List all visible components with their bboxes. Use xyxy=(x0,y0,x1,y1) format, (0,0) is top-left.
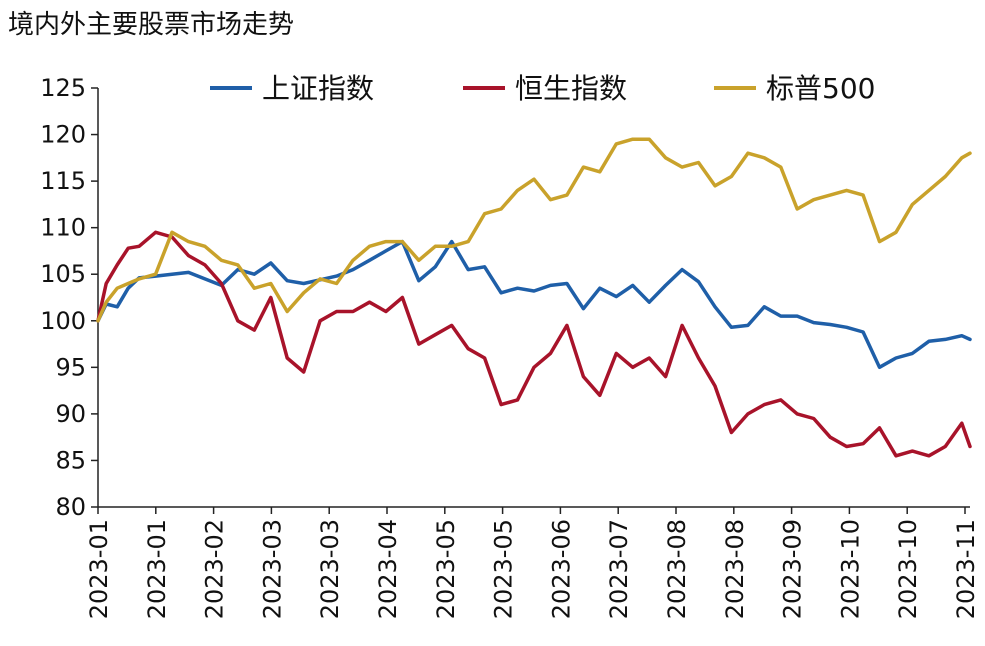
y-tick-label: 95 xyxy=(55,353,86,381)
x-tick-label: 2023-02 xyxy=(201,519,229,619)
legend-label-3: 标普500 xyxy=(766,72,875,105)
x-tick-label: 2023-05 xyxy=(490,519,518,619)
x-tick-label: 2023-03 xyxy=(258,519,286,619)
y-tick-label: 90 xyxy=(55,400,86,428)
x-tick-label: 2023-10 xyxy=(836,519,864,619)
y-axis-ticks: 80 85 90 95 100 105 110 115 120 125 xyxy=(40,74,98,521)
y-tick-label: 110 xyxy=(40,214,86,242)
axes xyxy=(97,88,970,508)
x-tick-label: 2023-06 xyxy=(547,519,575,619)
legend-label-2: 恒生指数 xyxy=(515,72,627,105)
x-tick-label: 2023-01 xyxy=(143,519,171,619)
x-tick-label: 2023-03 xyxy=(316,519,344,619)
y-tick-label: 100 xyxy=(40,307,86,335)
y-tick-label: 80 xyxy=(55,493,86,521)
legend-label-1: 上证指数 xyxy=(262,72,374,105)
y-tick-label: 85 xyxy=(55,446,86,474)
y-tick-label: 115 xyxy=(40,167,86,195)
chart-title: 境内外主要股票市场走势 xyxy=(8,10,295,40)
series-line-1 xyxy=(96,239,972,370)
x-tick-label: 2023-08 xyxy=(721,519,749,619)
x-tick-label: 2023-05 xyxy=(432,519,460,619)
y-tick-label: 125 xyxy=(40,74,86,102)
x-tick-label: 2023-07 xyxy=(605,519,633,619)
series-line-3 xyxy=(96,137,972,323)
y-tick-label: 120 xyxy=(40,121,86,149)
x-tick-label: 2023-01 xyxy=(85,519,113,619)
x-axis-ticks: 2023-01 2023-01 2023-02 2023-03 2023-03 2023-… xyxy=(85,507,980,619)
x-tick-label: 2023-09 xyxy=(779,519,807,619)
series-line-2 xyxy=(96,230,972,458)
series-group xyxy=(96,137,972,458)
y-tick-label: 105 xyxy=(40,260,86,288)
x-tick-label: 2023-11 xyxy=(952,519,980,619)
x-tick-label: 2023-04 xyxy=(374,519,402,619)
x-tick-label: 2023-08 xyxy=(663,519,691,619)
x-tick-label: 2023-10 xyxy=(894,519,922,619)
legend: 上证指数 恒生指数 标普500 xyxy=(210,72,875,105)
